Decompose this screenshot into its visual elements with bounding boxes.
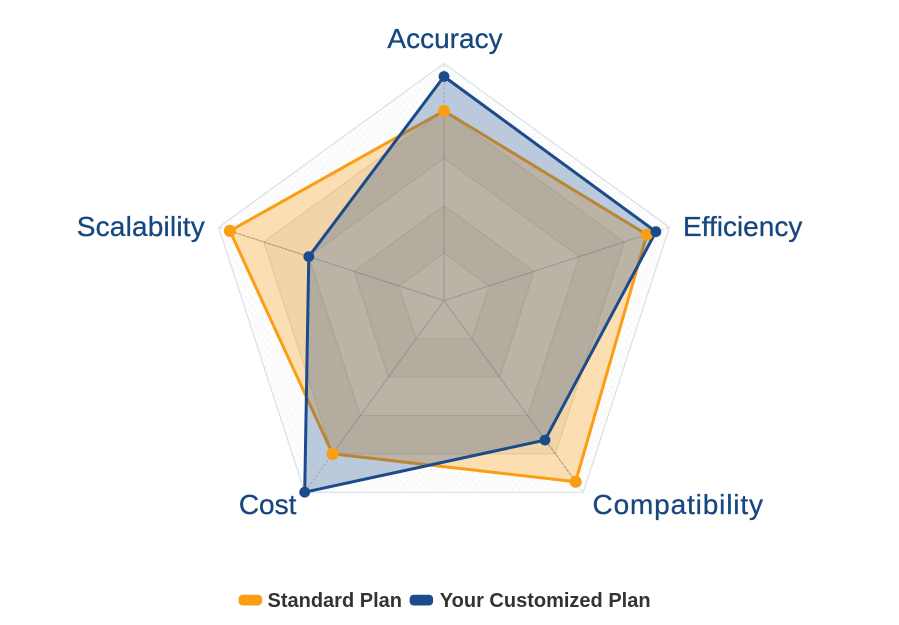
svg-text:Your Customized Plan: Your Customized Plan [440, 590, 651, 612]
svg-text:Cost: Cost [239, 489, 297, 520]
svg-text:Efficiency: Efficiency [683, 211, 802, 242]
svg-text:Compatibility: Compatibility [593, 489, 764, 520]
svg-text:Scalability: Scalability [77, 211, 205, 242]
svg-text:Standard Plan: Standard Plan [268, 590, 402, 612]
svg-text:Accuracy: Accuracy [387, 23, 502, 54]
